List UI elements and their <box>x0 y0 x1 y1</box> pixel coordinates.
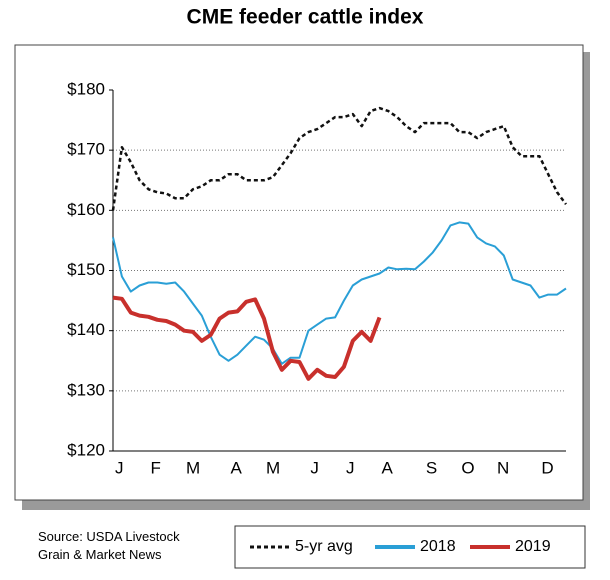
x-tick-label: M <box>266 458 280 477</box>
x-tick-label: D <box>541 458 553 477</box>
legend-label: 2019 <box>515 538 551 555</box>
y-tick-label: $140 <box>67 320 105 339</box>
series-line <box>112 221 567 365</box>
x-tick-label: J <box>115 458 124 477</box>
x-tick-label: S <box>426 458 437 477</box>
y-tick-label: $160 <box>67 200 105 219</box>
legend-label: 2018 <box>420 538 456 555</box>
source: Source: USDA Livestock Grain & Market New… <box>38 529 180 562</box>
y-tick-label: $130 <box>67 380 105 399</box>
x-tick-label: O <box>461 458 474 477</box>
x-tick-label: M <box>186 458 200 477</box>
x-tick-label: J <box>346 458 355 477</box>
y-tick-label: $150 <box>67 260 105 279</box>
x-tick-label: A <box>230 458 242 477</box>
legend-label: 5-yr avg <box>295 538 353 555</box>
series-line <box>112 295 382 381</box>
x-tick-label: J <box>310 458 319 477</box>
y-tick-label: $120 <box>67 440 105 459</box>
series-line <box>111 106 568 211</box>
x-tick-label: F <box>151 458 161 477</box>
chart-title: CME feeder cattle index <box>187 6 424 29</box>
y-tick-label: $180 <box>67 79 105 98</box>
x-tick-label: N <box>497 458 509 477</box>
x-tick-label: A <box>381 458 393 477</box>
y-tick-label: $170 <box>67 140 105 159</box>
panel <box>14 44 584 501</box>
